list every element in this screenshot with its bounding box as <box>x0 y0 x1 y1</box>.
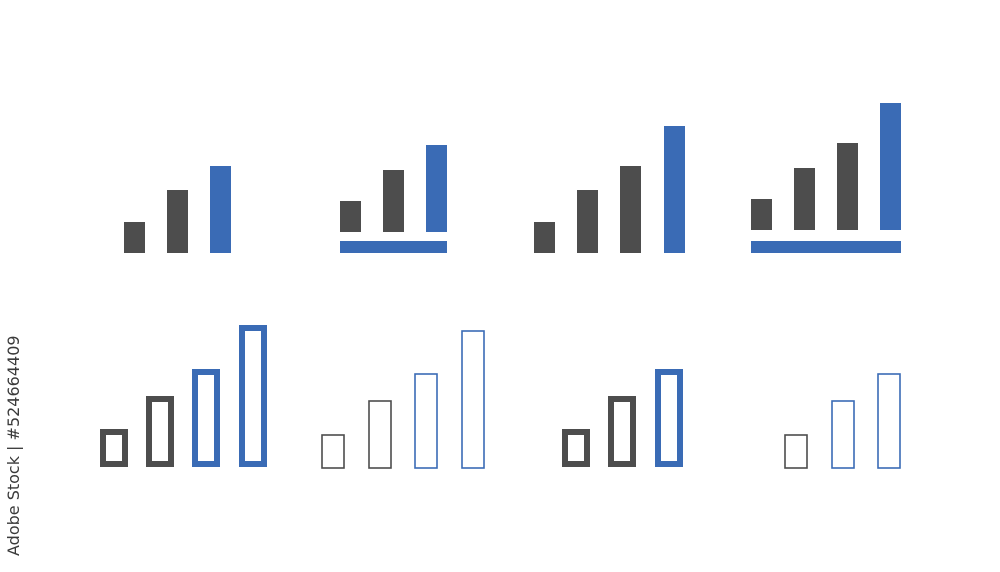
signal-bars-icon-4 <box>751 103 901 253</box>
signal-bars-outline-icon-6 <box>321 330 485 469</box>
signal-bars-outline-icon-8 <box>784 373 901 469</box>
signal-bars-outline-icon-5 <box>100 325 267 467</box>
signal-bars-icon-1 <box>124 166 231 253</box>
watermark-text: Adobe Stock | #524664409 <box>4 335 23 556</box>
signal-bars-outline-icon-7 <box>562 369 683 467</box>
signal-bars-icon-3 <box>534 126 685 253</box>
signal-bars-icon-2 <box>340 145 447 253</box>
